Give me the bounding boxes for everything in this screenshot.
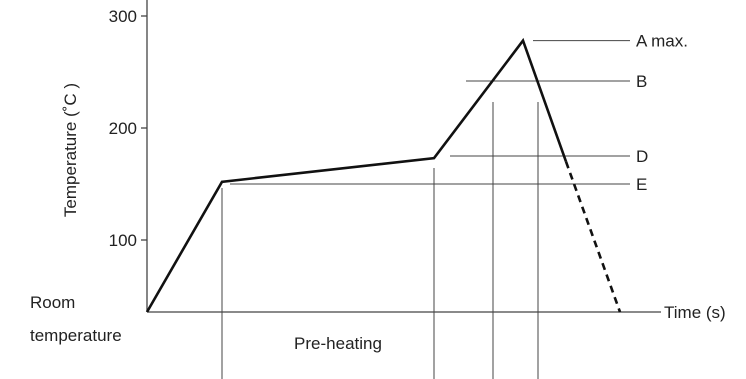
- room-temperature-label-line2: temperature: [30, 326, 122, 345]
- reference-label-d: D: [636, 147, 648, 166]
- y-tick-label-200: 200: [109, 119, 137, 138]
- y-axis-label: Temperature (˚C ): [61, 83, 80, 217]
- reference-label-b: B: [636, 72, 647, 91]
- profile-line-solid: [145, 37, 568, 313]
- room-temperature-label-line1: Room: [30, 293, 75, 312]
- y-tick-label-300: 300: [109, 7, 137, 26]
- reference-label-e: E: [636, 175, 647, 194]
- y-tick-label-100: 100: [109, 231, 137, 250]
- x-axis-label: Time (s): [664, 303, 726, 322]
- pre-heating-label: Pre-heating: [294, 334, 382, 353]
- profile-line-dashed-cooling: [564, 161, 622, 313]
- reference-label-a-max: A max.: [636, 32, 688, 51]
